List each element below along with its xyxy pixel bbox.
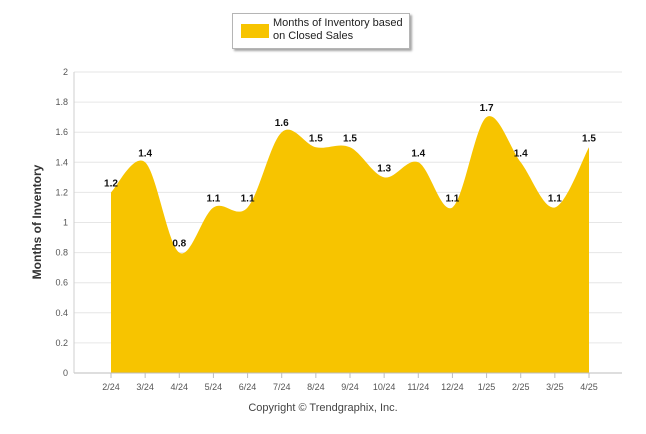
x-tick-label: 2/24 <box>102 382 120 392</box>
data-label: 1.7 <box>480 103 494 114</box>
x-tick-label: 3/25 <box>546 382 564 392</box>
legend-swatch <box>241 24 269 38</box>
x-tick-label: 1/25 <box>478 382 496 392</box>
x-tick-label: 4/24 <box>171 382 189 392</box>
legend: Months of Inventory based on Closed Sale… <box>232 13 410 49</box>
x-axis: 2/24 3/24 4/24 5/24 6/24 7/24 8/24 9/24 10/24 11/… <box>74 372 622 392</box>
data-label: 1.5 <box>582 133 596 144</box>
data-label: 0.8 <box>172 239 186 250</box>
x-tick-label: 6/24 <box>239 382 257 392</box>
x-tick-label: 12/24 <box>441 382 464 392</box>
area-series <box>111 116 589 374</box>
data-label: 1.1 <box>445 193 459 204</box>
x-tick-label: 4/25 <box>580 382 598 392</box>
y-tick-label: 2 <box>63 67 68 77</box>
x-tick-label: 7/24 <box>273 382 291 392</box>
y-tick-label: 0.6 <box>55 278 68 288</box>
x-tick-label: 9/24 <box>341 382 359 392</box>
y-axis-title: Months of Inventory <box>30 164 44 279</box>
data-label: 1.4 <box>411 148 425 159</box>
data-label: 1.4 <box>514 148 528 159</box>
data-label: 1.1 <box>241 193 255 204</box>
y-axis: 0 0.2 0.4 0.6 0.8 1 1.2 1.4 1.6 1.8 2 <box>55 67 75 378</box>
data-label: 1.6 <box>275 118 289 129</box>
data-label: 1.1 <box>548 193 562 204</box>
x-tick-label: 11/24 <box>407 382 429 392</box>
legend-label: Months of Inventory based on Closed Sale… <box>273 17 403 42</box>
y-tick-label: 1 <box>63 218 68 228</box>
data-label: 1.4 <box>138 148 152 159</box>
y-tick-label: 1.8 <box>55 97 68 107</box>
x-tick-label: 8/24 <box>307 382 325 392</box>
x-tick-label: 3/24 <box>136 382 154 392</box>
x-tick-label: 10/24 <box>373 382 396 392</box>
data-label: 1.1 <box>206 193 220 204</box>
area-fill <box>111 116 589 374</box>
y-tick-label: 0 <box>63 368 68 378</box>
data-label: 1.2 <box>104 178 118 189</box>
x-tick-label: 5/24 <box>205 382 223 392</box>
x-tick-label: 2/25 <box>512 382 530 392</box>
y-tick-label: 0.8 <box>55 248 68 258</box>
y-tick-label: 0.4 <box>55 308 68 318</box>
data-label: 1.5 <box>343 133 357 144</box>
data-label: 1.5 <box>309 133 323 144</box>
data-labels: 1.2 1.4 0.8 1.1 1.1 1.6 1.5 1.5 1.3 1.4 1.1 1.7 1.4 1… <box>104 103 596 249</box>
y-tick-label: 1.6 <box>55 127 68 137</box>
copyright-footer: Copyright © Trendgraphix, Inc. <box>248 402 398 414</box>
y-tick-label: 0.2 <box>55 338 68 348</box>
y-tick-label: 1.2 <box>55 187 68 197</box>
data-label: 1.3 <box>377 163 391 174</box>
y-tick-label: 1.4 <box>55 157 68 167</box>
